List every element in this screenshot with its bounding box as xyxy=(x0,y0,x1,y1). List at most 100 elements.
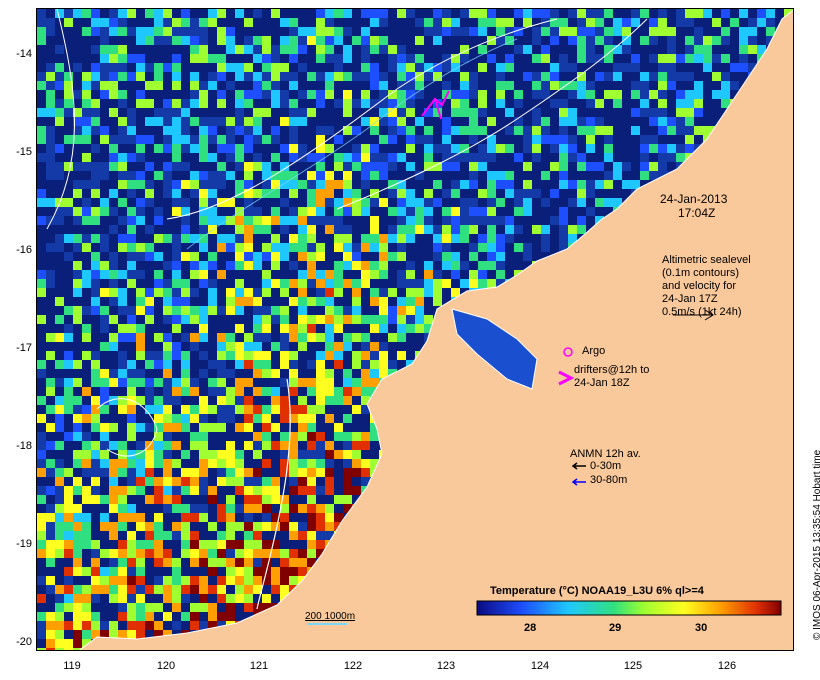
sst-cell xyxy=(766,18,775,27)
sst-cell xyxy=(379,45,388,54)
sst-cell xyxy=(208,360,217,369)
sst-cell xyxy=(181,306,190,315)
sst-cell xyxy=(289,405,298,414)
sst-cell xyxy=(64,549,73,558)
sst-cell xyxy=(181,162,190,171)
sst-cell xyxy=(307,108,316,117)
sst-cell xyxy=(298,396,307,405)
sst-cell xyxy=(316,72,325,81)
sst-cell xyxy=(433,288,442,297)
sst-cell xyxy=(244,189,253,198)
sst-cell xyxy=(343,225,352,234)
sst-cell xyxy=(190,27,199,36)
sst-cell xyxy=(163,126,172,135)
sst-cell xyxy=(271,486,280,495)
sst-cell xyxy=(361,270,370,279)
sst-cell xyxy=(37,612,46,621)
sst-cell xyxy=(262,495,271,504)
sst-cell xyxy=(100,405,109,414)
sst-cell xyxy=(253,558,262,567)
sst-cell xyxy=(163,135,172,144)
map-frame[interactable] xyxy=(36,8,794,651)
sst-cell xyxy=(361,36,370,45)
sst-cell xyxy=(316,18,325,27)
sst-cell xyxy=(676,99,685,108)
sst-cell xyxy=(244,198,253,207)
sst-cell xyxy=(388,117,397,126)
sst-cell xyxy=(64,360,73,369)
sst-cell xyxy=(694,108,703,117)
sst-cell xyxy=(208,423,217,432)
sst-cell xyxy=(172,180,181,189)
sst-cell xyxy=(334,162,343,171)
sst-cell xyxy=(370,423,379,432)
sst-cell xyxy=(127,315,136,324)
sst-cell xyxy=(334,72,343,81)
sst-cell xyxy=(703,54,712,63)
sst-cell xyxy=(478,153,487,162)
sst-cell xyxy=(154,216,163,225)
sst-cell xyxy=(739,45,748,54)
sst-cell xyxy=(244,288,253,297)
sst-cell xyxy=(127,306,136,315)
altimetric-note: (0.1m contours) xyxy=(662,267,740,279)
sst-cell xyxy=(46,153,55,162)
sst-cell xyxy=(379,36,388,45)
sst-cell xyxy=(136,558,145,567)
sst-cell xyxy=(46,423,55,432)
sst-cell xyxy=(298,90,307,99)
sst-cell xyxy=(316,153,325,162)
sst-cell xyxy=(361,171,370,180)
sst-cell xyxy=(37,9,46,18)
sst-cell xyxy=(37,279,46,288)
sst-cell xyxy=(109,558,118,567)
sst-map[interactable] xyxy=(37,9,794,651)
sst-cell xyxy=(163,531,172,540)
sst-cell xyxy=(46,162,55,171)
sst-cell xyxy=(541,117,550,126)
sst-cell xyxy=(433,144,442,153)
sst-cell xyxy=(793,63,794,72)
sst-cell xyxy=(118,297,127,306)
sst-cell xyxy=(577,189,586,198)
sst-cell xyxy=(37,27,46,36)
sst-cell xyxy=(316,54,325,63)
sst-cell xyxy=(469,117,478,126)
sst-cell xyxy=(766,36,775,45)
sst-cell xyxy=(244,18,253,27)
sst-cell xyxy=(505,126,514,135)
sst-cell xyxy=(163,612,172,621)
sst-cell xyxy=(271,423,280,432)
sst-cell xyxy=(793,306,794,315)
sst-cell xyxy=(433,243,442,252)
sst-cell xyxy=(469,252,478,261)
sst-cell xyxy=(217,378,226,387)
sst-cell xyxy=(415,81,424,90)
sst-cell xyxy=(424,261,433,270)
sst-cell xyxy=(253,90,262,99)
sst-cell xyxy=(100,18,109,27)
sst-cell xyxy=(55,549,64,558)
sst-cell xyxy=(208,261,217,270)
sst-cell xyxy=(433,27,442,36)
sst-cell xyxy=(55,612,64,621)
sst-cell xyxy=(226,351,235,360)
sst-cell xyxy=(361,180,370,189)
sst-cell xyxy=(46,648,55,650)
sst-cell xyxy=(406,162,415,171)
sst-cell xyxy=(532,27,541,36)
sst-cell xyxy=(253,225,262,234)
sst-cell xyxy=(100,45,109,54)
sst-cell xyxy=(127,594,136,603)
sst-cell xyxy=(280,441,289,450)
sst-cell xyxy=(793,504,794,513)
sst-cell xyxy=(307,495,316,504)
sst-cell xyxy=(289,171,298,180)
sst-cell xyxy=(64,531,73,540)
sst-cell xyxy=(298,216,307,225)
sst-cell xyxy=(271,549,280,558)
sst-cell xyxy=(685,117,694,126)
sst-cell xyxy=(235,522,244,531)
sst-cell xyxy=(64,432,73,441)
sst-cell xyxy=(460,207,469,216)
